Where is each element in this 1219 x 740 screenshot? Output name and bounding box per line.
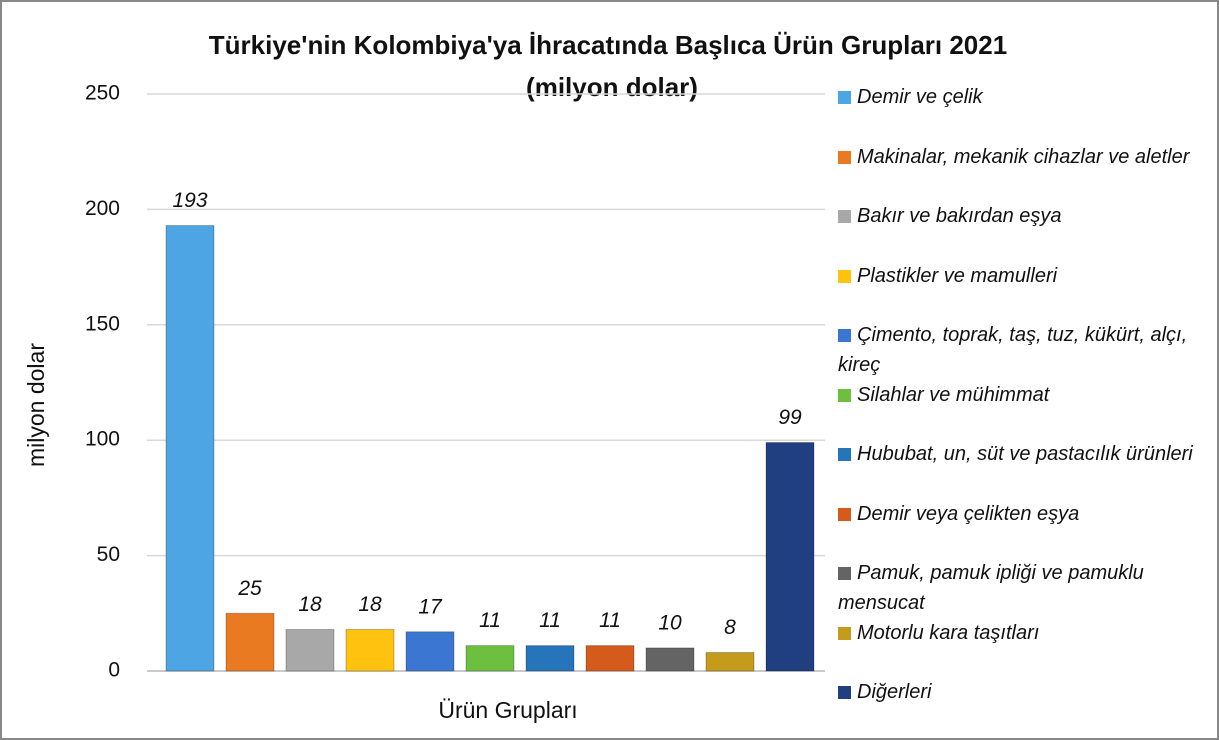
- legend-item: Bakır ve bakırdan eşya: [838, 201, 1213, 231]
- legend-swatch: [838, 507, 851, 521]
- bar: [705, 652, 755, 672]
- data-label: 193: [172, 189, 207, 212]
- legend-swatch: [838, 210, 851, 223]
- x-axis-label: Ürün Grupları: [438, 697, 577, 723]
- legend-item: Motorlu kara taşıtları: [838, 618, 1213, 648]
- legend-item: Plastikler ve mamulleri: [838, 261, 1213, 291]
- legend-item: Makinalar, mekanik cihazlar ve aletler: [838, 142, 1213, 172]
- chart-title: Türkiye'nin Kolombiya'ya İhracatında Baş…: [209, 30, 1007, 60]
- bar: [465, 645, 515, 672]
- data-label: 11: [479, 609, 501, 632]
- data-label: 18: [358, 593, 382, 616]
- bar: [525, 645, 575, 672]
- data-label: 11: [599, 609, 621, 632]
- y-tick-label: 0: [108, 659, 120, 682]
- legend-label: Demir veya çelikten eşya: [857, 502, 1080, 525]
- legend-swatch: [838, 150, 851, 164]
- legend-label: Demir ve çelik: [857, 86, 983, 108]
- chart-subtitle: (milyon dolar): [526, 72, 698, 102]
- data-label: 17: [418, 595, 443, 618]
- legend-item: Diğerleri: [838, 677, 1213, 707]
- bar: [405, 631, 455, 672]
- data-label: 99: [778, 406, 802, 429]
- bar: [765, 442, 815, 672]
- legend-label: Diğerleri: [857, 681, 932, 703]
- legend-label: Motorlu kara taşıtları: [857, 621, 1040, 644]
- legend-swatch: [838, 686, 851, 699]
- legend-label: Çimento, toprak, taş, tuz, kükürt, alçı,…: [838, 324, 1188, 376]
- y-tick-label: 50: [97, 543, 120, 566]
- legend-swatch: [838, 448, 851, 461]
- legend-swatch: [838, 329, 851, 342]
- legend-swatch: [838, 91, 851, 104]
- legend-label: Pamuk, pamuk ipliği ve pamuklu mensucat: [838, 562, 1144, 614]
- data-label: 10: [658, 611, 682, 634]
- bar: [585, 645, 635, 672]
- legend-item: Silahlar ve mühimmat: [838, 380, 1213, 410]
- data-label: 11: [539, 609, 561, 632]
- data-label: 25: [237, 577, 262, 600]
- y-axis-label: milyon dolar: [23, 343, 49, 467]
- legend-label: Bakır ve bakırdan eşya: [857, 205, 1062, 227]
- y-tick-label: 200: [85, 197, 120, 220]
- y-tick-label: 250: [85, 82, 120, 105]
- legend-item: Pamuk, pamuk ipliği ve pamuklu mensucat: [838, 558, 1213, 618]
- data-label: 18: [298, 593, 322, 616]
- bar: [225, 612, 275, 672]
- bar: [165, 225, 215, 672]
- legend-swatch: [838, 567, 851, 580]
- bar: [285, 628, 335, 672]
- data-label: 8: [724, 616, 736, 639]
- legend-label: Plastikler ve mamulleri: [857, 264, 1058, 287]
- bar: [345, 628, 395, 672]
- bar: [645, 647, 695, 672]
- legend-label: Silahlar ve mühimmat: [857, 383, 1050, 406]
- legend-item: Demir veya çelikten eşya: [838, 499, 1213, 529]
- legend-item: Demir ve çelik: [838, 82, 1213, 112]
- y-tick-label: 150: [85, 312, 120, 335]
- legend-item: Çimento, toprak, taş, tuz, kükürt, alçı,…: [838, 320, 1213, 380]
- legend-item: Hububat, un, süt ve pastacılık ürünleri: [838, 439, 1213, 469]
- legend-label: Makinalar, mekanik cihazlar ve aletler: [857, 145, 1190, 168]
- y-tick-label: 100: [85, 428, 120, 451]
- legend-swatch: [838, 388, 851, 402]
- legend-swatch: [838, 626, 851, 640]
- legend-swatch: [838, 269, 851, 283]
- legend-label: Hububat, un, süt ve pastacılık ürünleri: [857, 443, 1193, 465]
